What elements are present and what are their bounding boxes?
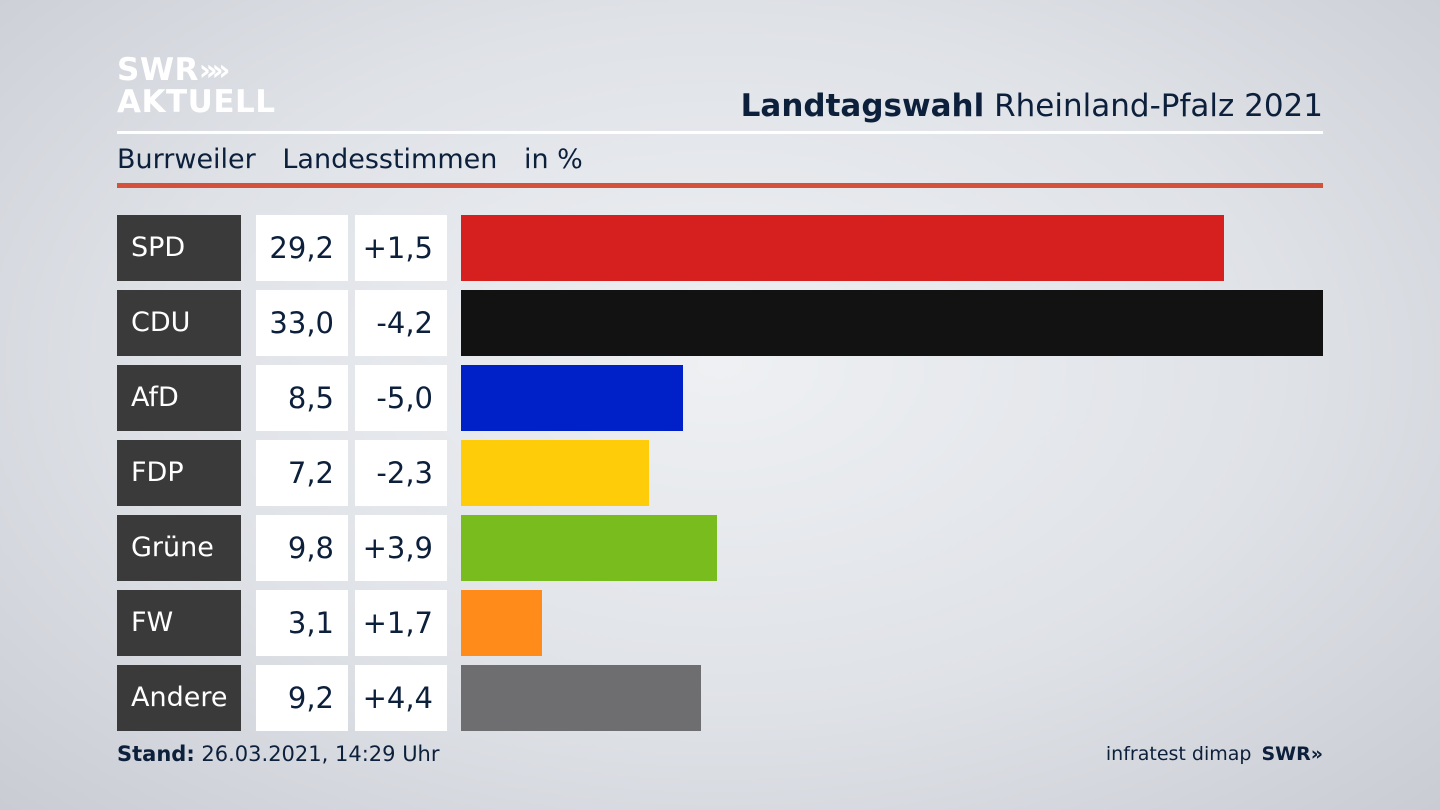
- bar: [461, 290, 1323, 356]
- party-label: AfD: [117, 365, 241, 431]
- change-label: -5,0: [355, 365, 447, 431]
- bar: [461, 590, 542, 656]
- bar: [461, 215, 1224, 281]
- swr-brand-logo: SWR»: [1261, 743, 1323, 765]
- value-label: 9,2: [256, 665, 348, 731]
- party-label: Grüne: [117, 515, 241, 581]
- value-label: 3,1: [256, 590, 348, 656]
- value-label: 8,5: [256, 365, 348, 431]
- chart-row: AfD 8,5 -5,0: [117, 365, 1323, 431]
- change-label: -4,2: [355, 290, 447, 356]
- chart-row: Andere 9,2 +4,4: [117, 665, 1323, 731]
- value-label: 29,2: [256, 215, 348, 281]
- chart-row: Grüne 9,8 +3,9: [117, 515, 1323, 581]
- subheader-place: Burrweiler: [117, 144, 256, 175]
- subheader: Burrweiler Landesstimmen in %: [117, 142, 601, 178]
- subheader-unit: in %: [523, 144, 583, 175]
- title-bold: Landtagswahl: [740, 88, 985, 124]
- logo-line-2: AKTUELL: [117, 84, 276, 120]
- change-label: +4,4: [355, 665, 447, 731]
- stand-label: Stand:: [117, 742, 195, 766]
- accent-divider: [117, 183, 1323, 188]
- bar: [461, 515, 717, 581]
- header-divider: [117, 131, 1323, 134]
- source-label: infratest dimap: [1105, 743, 1252, 765]
- chart-row: FW 3,1 +1,7: [117, 590, 1323, 656]
- party-label: FW: [117, 590, 241, 656]
- change-label: +3,9: [355, 515, 447, 581]
- source-credit: infratest dimap SWR»: [1106, 739, 1323, 769]
- value-label: 7,2: [256, 440, 348, 506]
- chart-row: FDP 7,2 -2,3: [117, 440, 1323, 506]
- value-label: 33,0: [256, 290, 348, 356]
- party-label: SPD: [117, 215, 241, 281]
- change-label: -2,3: [355, 440, 447, 506]
- party-label: FDP: [117, 440, 241, 506]
- subheader-measure: Landesstimmen: [282, 144, 498, 175]
- chart-row: CDU 33,0 -4,2: [117, 290, 1323, 356]
- swr-aktuell-logo: SWR»» AKTUELL: [117, 54, 276, 118]
- bar: [461, 440, 649, 506]
- value-label: 9,8: [256, 515, 348, 581]
- bar: [461, 665, 701, 731]
- logo-chevron-icon-2: »: [211, 53, 231, 87]
- page-title: Landtagswahl Rheinland-Pfalz 2021: [741, 84, 1323, 128]
- chart-row: SPD 29,2 +1,5: [117, 215, 1323, 281]
- title-rest: Rheinland-Pfalz 2021: [994, 88, 1323, 124]
- change-label: +1,7: [355, 590, 447, 656]
- timestamp: Stand: 26.03.2021, 14:29 Uhr: [117, 739, 440, 769]
- party-label: Andere: [117, 665, 241, 731]
- stand-value: 26.03.2021, 14:29 Uhr: [201, 742, 440, 766]
- bar: [461, 365, 683, 431]
- logo-chevron-icon: »: [198, 53, 218, 87]
- change-label: +1,5: [355, 215, 447, 281]
- logo-line-1: SWR: [117, 52, 199, 88]
- party-label: CDU: [117, 290, 241, 356]
